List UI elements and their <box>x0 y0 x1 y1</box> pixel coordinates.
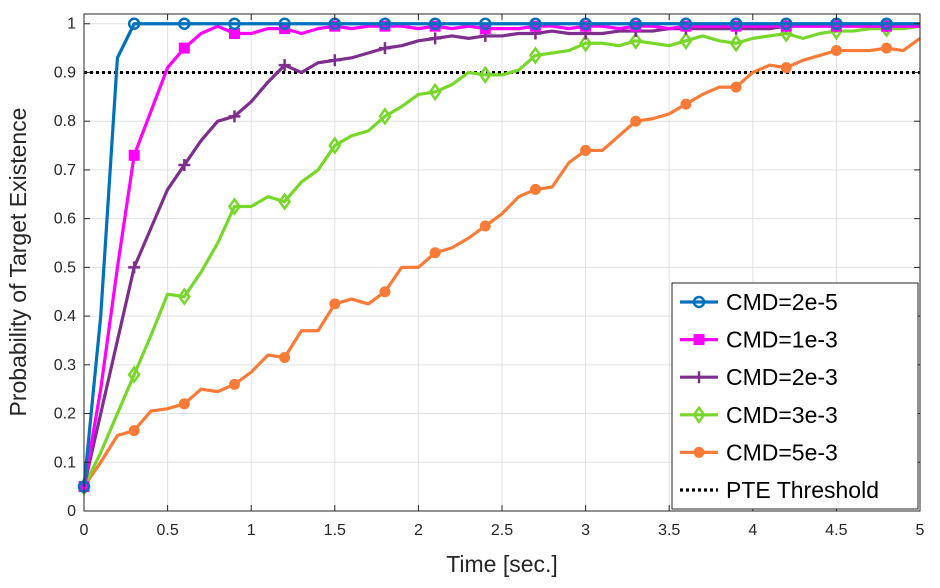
legend-item: CMD=3e-3 <box>680 402 838 428</box>
data-point <box>779 17 793 30</box>
data-point <box>881 42 893 54</box>
data-point <box>428 17 442 30</box>
legend-label: CMD=2e-3 <box>726 364 838 390</box>
data-point <box>830 45 842 57</box>
data-point <box>630 115 642 127</box>
data-point <box>780 62 792 74</box>
data-point <box>128 261 141 274</box>
data-point <box>328 54 341 67</box>
legend-item: CMD=2e-3 <box>680 364 838 390</box>
x-tick-label: 1 <box>247 522 256 539</box>
data-point <box>529 183 541 195</box>
data-point <box>279 352 291 364</box>
data-point <box>880 17 893 30</box>
data-point <box>278 17 291 30</box>
data-point <box>479 220 491 232</box>
y-tick-label: 0.7 <box>54 162 76 179</box>
data-point <box>680 98 692 110</box>
data-point <box>228 17 241 30</box>
data-point <box>178 17 191 30</box>
data-point <box>177 287 191 306</box>
data-point <box>227 197 242 216</box>
data-point <box>429 247 441 259</box>
data-point <box>529 17 542 30</box>
data-point <box>127 365 141 384</box>
x-tick-label: 1.5 <box>324 522 346 539</box>
legend-label: CMD=5e-3 <box>726 439 838 465</box>
legend-label: CMD=2e-5 <box>726 289 838 315</box>
x-tick-label: 3 <box>581 522 590 539</box>
data-point <box>328 136 342 155</box>
y-tick-label: 0.5 <box>54 259 76 276</box>
legend-item: CMD=1e-3 <box>680 327 838 353</box>
legend-item: PTE Threshold <box>680 477 879 503</box>
data-point <box>378 17 392 30</box>
y-tick-label: 0 <box>67 503 76 520</box>
data-point <box>378 107 392 126</box>
series-cmd-2e-5 <box>77 17 920 493</box>
x-tick-label: 3.5 <box>658 522 680 539</box>
data-point <box>428 82 442 102</box>
x-axis-label: Time [sec.] <box>446 551 558 577</box>
data-point <box>127 17 141 30</box>
data-point <box>228 110 241 123</box>
data-point <box>679 17 693 30</box>
data-point <box>693 446 705 458</box>
legend-label: CMD=1e-3 <box>726 327 838 353</box>
data-point <box>478 65 492 85</box>
y-tick-label: 0.8 <box>54 113 76 130</box>
data-point <box>580 144 592 156</box>
data-point <box>228 378 240 390</box>
data-point <box>178 159 191 172</box>
x-tick-label: 0 <box>80 522 89 539</box>
legend-label: CMD=3e-3 <box>726 402 838 428</box>
data-point <box>128 149 140 161</box>
data-point <box>629 31 643 50</box>
series-line <box>82 37 921 488</box>
x-tick-label: 2.5 <box>491 522 513 539</box>
legend-box <box>671 282 919 510</box>
y-tick-label: 0.6 <box>54 211 76 228</box>
y-tick-label: 0.1 <box>54 454 76 471</box>
data-point <box>178 42 190 54</box>
y-tick-label: 0.3 <box>54 357 76 374</box>
data-point <box>479 17 492 30</box>
data-point <box>729 17 743 30</box>
data-point <box>692 295 706 309</box>
y-tick-label: 0.4 <box>54 308 76 325</box>
y-axis-label: Probability of Target Existence <box>5 108 31 417</box>
legend-label: PTE Threshold <box>726 477 879 503</box>
axes: 0 0.5 1 1.5 2 2.5 3 3.5 4 4.5 5 0 0.1 0.2 0.3 0.4 0.5 0.6… <box>54 13 925 539</box>
x-tick-label: 4.5 <box>825 522 847 539</box>
data-point <box>730 81 742 93</box>
data-point <box>629 17 643 30</box>
data-point <box>379 286 391 298</box>
x-tick-label: 2 <box>414 522 423 539</box>
y-tick-label: 0.2 <box>54 406 76 423</box>
series-group <box>77 17 921 496</box>
data-point <box>729 34 743 53</box>
data-point <box>528 46 542 65</box>
legend: CMD=2e-5 CMD=1e-3 CMD=2e-3 CMD=3e-3 CMD=5e-3… <box>671 282 919 510</box>
data-point <box>693 334 705 346</box>
data-point <box>178 398 190 410</box>
data-point <box>692 405 706 424</box>
y-tick-label: 0.9 <box>54 64 76 81</box>
data-point <box>579 34 593 53</box>
data-point <box>679 31 693 50</box>
data-point <box>278 192 292 211</box>
data-point <box>429 32 442 45</box>
data-point <box>378 42 391 55</box>
legend-item: CMD=2e-5 <box>680 289 838 315</box>
x-tick-label: 5 <box>916 522 925 539</box>
data-point <box>128 425 140 437</box>
data-point <box>329 298 341 310</box>
x-tick-label: 4 <box>748 522 757 539</box>
legend-item: CMD=5e-3 <box>680 439 838 465</box>
data-point <box>693 371 705 384</box>
data-point <box>278 59 291 72</box>
y-tick-label: 1 <box>67 16 76 33</box>
x-tick-label: 0.5 <box>156 522 178 539</box>
